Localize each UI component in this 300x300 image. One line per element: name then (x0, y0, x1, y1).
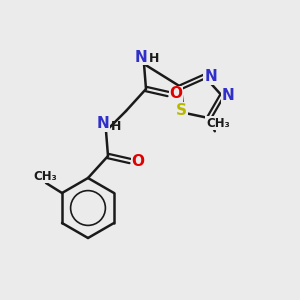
Text: O: O (169, 86, 182, 101)
Text: CH₃: CH₃ (206, 117, 230, 130)
Text: N: N (97, 116, 110, 131)
Text: N: N (221, 88, 234, 103)
Text: N: N (204, 69, 217, 84)
Text: H: H (149, 52, 159, 65)
Text: O: O (131, 154, 145, 169)
Text: CH₃: CH₃ (33, 169, 57, 182)
Text: H: H (111, 119, 122, 133)
Text: N: N (135, 50, 147, 64)
Text: S: S (176, 103, 187, 118)
